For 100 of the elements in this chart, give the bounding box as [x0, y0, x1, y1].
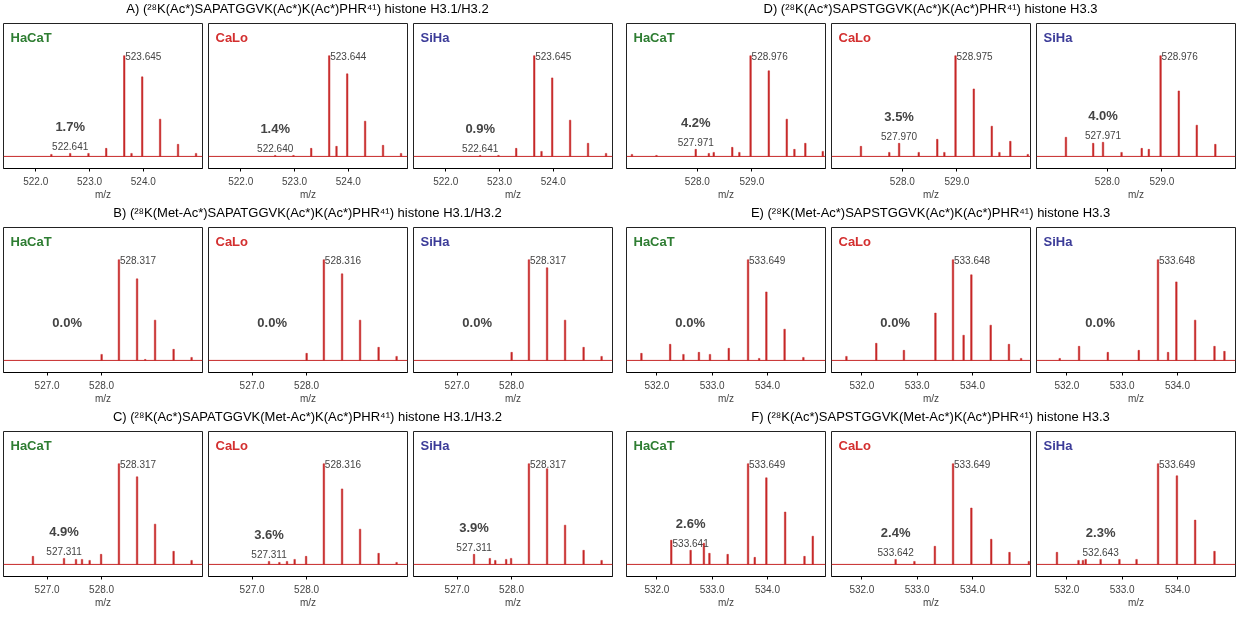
- annotation: 523.645: [125, 50, 162, 62]
- annotation: 527.311: [46, 546, 83, 558]
- x-tick-label: 527.0: [239, 583, 266, 595]
- x-tick-label: 524.0: [540, 175, 567, 187]
- annotation: 2.6%: [675, 516, 706, 532]
- x-tick-label: 527.0: [34, 583, 61, 595]
- annotation: 528.317: [119, 458, 157, 470]
- x-axis-title: m/z: [1127, 188, 1145, 200]
- x-tick-label: 533.0: [699, 379, 726, 391]
- annotation: 522.641: [462, 143, 499, 155]
- x-tick-label: 522.0: [228, 175, 254, 187]
- x-tick-label: 534.0: [1164, 379, 1191, 391]
- x-tick-label: 532.0: [849, 379, 875, 391]
- chart-title: SiHa: [420, 437, 451, 453]
- chart-title: CaLo: [838, 29, 872, 45]
- annotation: 0.0%: [52, 315, 83, 331]
- annotation: 4.9%: [49, 524, 80, 540]
- x-tick-label: 523.0: [282, 175, 308, 187]
- annotation: 527.970: [881, 131, 918, 143]
- annotation: 1.4%: [260, 121, 291, 137]
- annotation: 528.316: [324, 254, 362, 266]
- x-tick-label: 532.0: [644, 583, 670, 595]
- chart-title: CaLo: [215, 233, 249, 249]
- annotation: 0.0%: [257, 315, 288, 331]
- x-tick-label: 533.0: [904, 379, 931, 391]
- x-axis-title: m/z: [717, 596, 735, 608]
- annotation: 0.0%: [880, 315, 911, 331]
- annotation: 522.640: [257, 143, 294, 155]
- annotation: 528.975: [956, 50, 994, 62]
- x-tick-label: 533.0: [699, 583, 726, 595]
- x-axis-title: m/z: [299, 596, 317, 608]
- annotation: 522.641: [52, 141, 89, 153]
- x-tick-label: 527.0: [444, 379, 471, 391]
- x-axis-title: m/z: [922, 188, 940, 200]
- annotation: 0.0%: [462, 315, 493, 331]
- x-axis-title: m/z: [504, 392, 522, 404]
- chart-title: CaLo: [215, 437, 249, 453]
- text: C) (²⁸K(Ac*)SAPATGGVK(Met-Ac*)K(Ac*)PHR⁴¹) histone H3.1/H3.2: [111, 408, 504, 426]
- chart-title: HaCaT: [10, 233, 52, 249]
- x-tick-label: 528.0: [499, 583, 525, 595]
- x-tick-label: 528.0: [889, 175, 916, 187]
- x-tick-label: 528.0: [294, 583, 320, 595]
- annotation: 527.311: [456, 542, 493, 554]
- annotation: 533.642: [877, 547, 915, 559]
- annotation: 0.0%: [675, 315, 706, 331]
- x-tick-label: 533.0: [904, 583, 931, 595]
- x-tick-label: 534.0: [959, 379, 986, 391]
- x-axis-title: m/z: [922, 596, 940, 608]
- x-axis-title: m/z: [299, 392, 317, 404]
- chart-title: HaCaT: [10, 437, 52, 453]
- annotation: 533.648: [1159, 254, 1196, 266]
- x-axis-title: m/z: [94, 596, 112, 608]
- x-tick-label: 532.0: [1054, 379, 1080, 391]
- x-tick-label: 532.0: [849, 583, 875, 595]
- annotation: 533.648: [954, 254, 991, 266]
- annotation: 533.641: [672, 538, 710, 550]
- x-tick-label: 527.0: [239, 379, 266, 391]
- annotation: 533.649: [749, 254, 786, 266]
- annotation: 4.0%: [1088, 108, 1119, 124]
- annotation: 3.6%: [254, 527, 285, 543]
- x-axis-title: m/z: [504, 188, 522, 200]
- annotation: 532.643: [1082, 547, 1120, 559]
- annotation: 533.649: [954, 458, 991, 470]
- annotation: 523.644: [330, 50, 367, 62]
- x-tick-label: 523.0: [77, 175, 103, 187]
- annotation: 528.317: [529, 458, 567, 470]
- text: A) (²⁸K(Ac*)SAPATGGVK(Ac*)K(Ac*)PHR⁴¹) histone H3.1/H3.2: [125, 0, 490, 18]
- annotation: 0.0%: [1085, 315, 1116, 331]
- chart-title: SiHa: [420, 29, 451, 45]
- annotation: 2.4%: [880, 525, 911, 541]
- chart-title: CaLo: [838, 233, 872, 249]
- annotation: 4.2%: [680, 115, 711, 131]
- x-tick-label: 534.0: [754, 379, 781, 391]
- annotation: 0.9%: [465, 121, 496, 137]
- x-tick-label: 524.0: [335, 175, 362, 187]
- annotation: 528.976: [751, 50, 789, 62]
- annotation: 528.976: [1161, 50, 1199, 62]
- x-axis-title: m/z: [717, 188, 735, 200]
- x-axis-title: m/z: [94, 392, 112, 404]
- x-tick-label: 522.0: [433, 175, 459, 187]
- chart-title: HaCaT: [633, 29, 675, 45]
- x-tick-label: 533.0: [1109, 379, 1136, 391]
- chart-title: SiHa: [1043, 233, 1074, 249]
- annotation: 528.317: [529, 254, 567, 266]
- chart-title: HaCaT: [10, 29, 52, 45]
- x-axis-title: m/z: [94, 188, 112, 200]
- x-tick-label: 528.0: [499, 379, 525, 391]
- chart-title: CaLo: [838, 437, 872, 453]
- x-tick-label: 528.0: [294, 379, 320, 391]
- x-axis-title: m/z: [1127, 392, 1145, 404]
- chart-title: SiHa: [420, 233, 451, 249]
- x-tick-label: 528.0: [1094, 175, 1121, 187]
- annotation: 527.971: [1084, 130, 1122, 142]
- text: B) (²⁸K(Met-Ac*)SAPATGGVK(Ac*)K(Ac*)PHR⁴¹) histone H3.1/H3.2: [112, 204, 503, 222]
- text: D) (²⁸K(Ac*)SAPSTGGVK(Ac*)K(Ac*)PHR⁴¹) histone H3.3: [762, 0, 1099, 18]
- annotation: 528.316: [324, 458, 362, 470]
- x-axis-title: m/z: [299, 188, 317, 200]
- annotation: 533.649: [749, 458, 786, 470]
- x-tick-label: 523.0: [487, 175, 513, 187]
- annotation: 523.645: [535, 50, 572, 62]
